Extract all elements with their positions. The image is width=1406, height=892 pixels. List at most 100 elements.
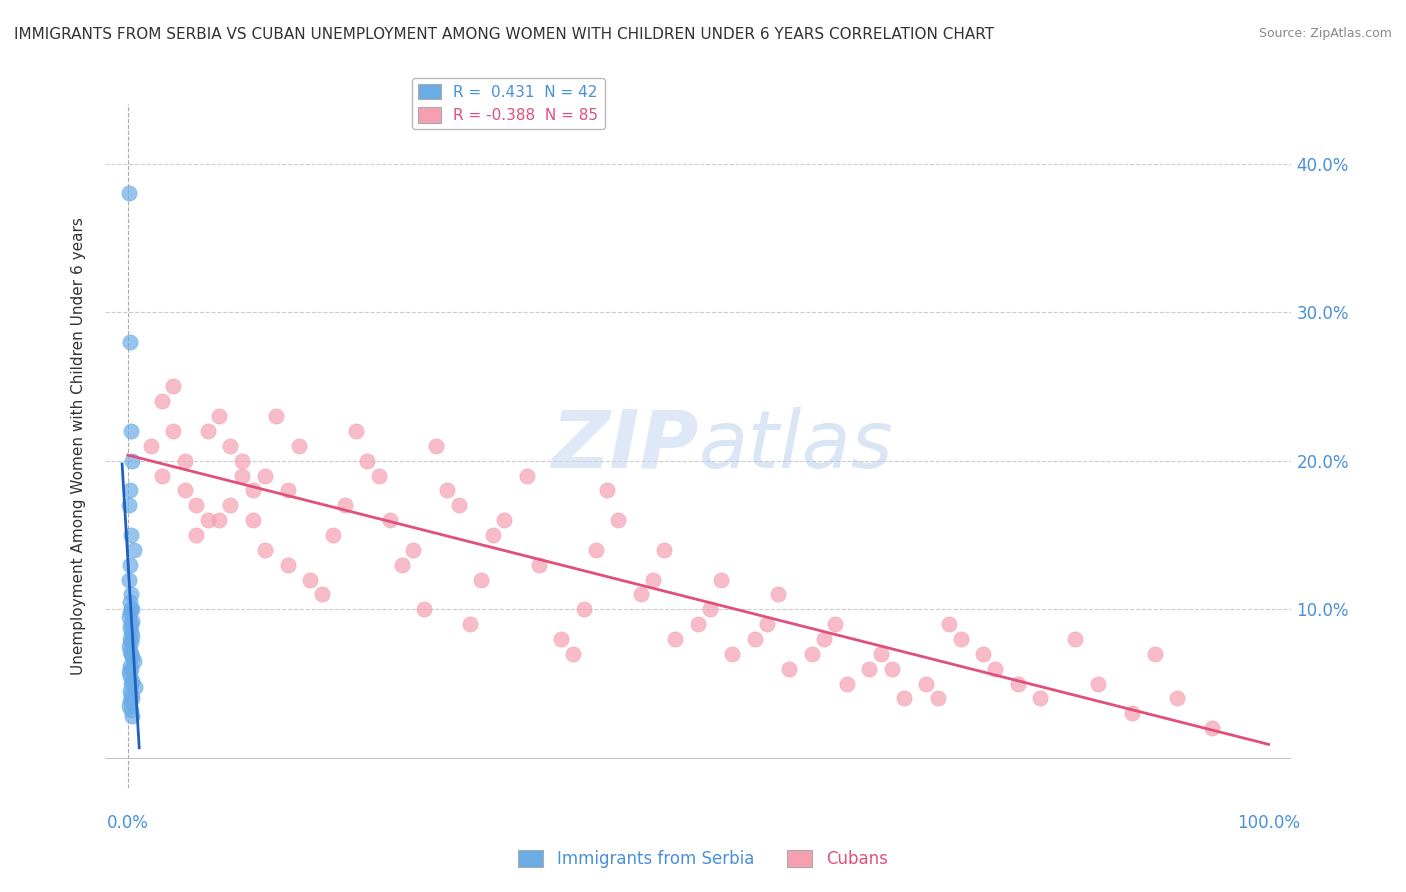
Point — [253, 468, 276, 483]
Point — [367, 468, 389, 483]
Point — [120, 595, 142, 609]
Point — [356, 453, 378, 467]
Point — [264, 409, 287, 424]
Point — [219, 498, 242, 512]
Y-axis label: Unemployment Among Women with Children Under 6 years: Unemployment Among Women with Children U… — [72, 217, 86, 674]
Point — [120, 624, 142, 639]
Point — [122, 542, 145, 557]
Point — [630, 587, 652, 601]
Point — [118, 186, 141, 201]
Point — [120, 605, 142, 619]
Point — [197, 424, 219, 438]
Point — [276, 558, 298, 572]
Point — [120, 635, 142, 649]
Legend: R =  0.431  N = 42, R = -0.388  N = 85: R = 0.431 N = 42, R = -0.388 N = 85 — [412, 78, 605, 129]
Point — [150, 394, 173, 409]
Point — [139, 439, 162, 453]
Point — [664, 632, 686, 646]
Point — [915, 676, 938, 690]
Point — [288, 439, 311, 453]
Point — [121, 649, 143, 664]
Point — [121, 602, 143, 616]
Point — [755, 617, 778, 632]
Legend: Immigrants from Serbia, Cubans: Immigrants from Serbia, Cubans — [512, 843, 894, 875]
Point — [949, 632, 972, 646]
Point — [121, 629, 143, 643]
Point — [436, 483, 458, 498]
Point — [801, 647, 824, 661]
Point — [333, 498, 356, 512]
Point — [470, 573, 492, 587]
Point — [208, 513, 231, 527]
Point — [1143, 647, 1166, 661]
Point — [231, 468, 253, 483]
Point — [120, 424, 142, 438]
Point — [813, 632, 835, 646]
Point — [721, 647, 744, 661]
Point — [186, 528, 208, 542]
Point — [972, 647, 994, 661]
Point — [1087, 676, 1109, 690]
Text: IMMIGRANTS FROM SERBIA VS CUBAN UNEMPLOYMENT AMONG WOMEN WITH CHILDREN UNDER 6 Y: IMMIGRANTS FROM SERBIA VS CUBAN UNEMPLOY… — [14, 27, 994, 42]
Point — [173, 453, 195, 467]
Point — [120, 662, 142, 676]
Point — [1121, 706, 1143, 721]
Point — [550, 632, 572, 646]
Point — [869, 647, 891, 661]
Point — [276, 483, 298, 498]
Point — [120, 689, 142, 703]
Point — [572, 602, 595, 616]
Point — [118, 609, 141, 624]
Point — [121, 453, 143, 467]
Point — [344, 424, 367, 438]
Text: ZIP: ZIP — [551, 407, 699, 485]
Point — [120, 528, 142, 542]
Point — [118, 698, 141, 713]
Point — [858, 662, 880, 676]
Point — [652, 542, 675, 557]
Point — [124, 680, 146, 694]
Point — [824, 617, 846, 632]
Point — [120, 647, 142, 661]
Point — [120, 703, 142, 717]
Point — [162, 379, 184, 393]
Point — [458, 617, 481, 632]
Point — [516, 468, 538, 483]
Point — [766, 587, 789, 601]
Point — [1063, 632, 1085, 646]
Point — [482, 528, 505, 542]
Point — [150, 468, 173, 483]
Point — [242, 483, 264, 498]
Point — [120, 617, 142, 632]
Point — [527, 558, 550, 572]
Point — [120, 602, 142, 616]
Point — [120, 684, 142, 698]
Text: 0.0%: 0.0% — [107, 814, 149, 832]
Point — [120, 669, 142, 683]
Point — [121, 673, 143, 688]
Point — [1029, 691, 1052, 706]
Point — [120, 676, 142, 690]
Point — [1166, 691, 1188, 706]
Point — [710, 573, 733, 587]
Point — [118, 498, 141, 512]
Point — [744, 632, 766, 646]
Point — [120, 483, 142, 498]
Point — [893, 691, 915, 706]
Point — [208, 409, 231, 424]
Point — [120, 334, 142, 349]
Point — [118, 640, 141, 654]
Point — [242, 513, 264, 527]
Point — [120, 558, 142, 572]
Point — [121, 614, 143, 628]
Point — [197, 513, 219, 527]
Point — [585, 542, 607, 557]
Point — [596, 483, 619, 498]
Point — [835, 676, 858, 690]
Point — [253, 542, 276, 557]
Point — [607, 513, 630, 527]
Point — [494, 513, 516, 527]
Point — [391, 558, 413, 572]
Point — [120, 587, 142, 601]
Point — [120, 658, 142, 673]
